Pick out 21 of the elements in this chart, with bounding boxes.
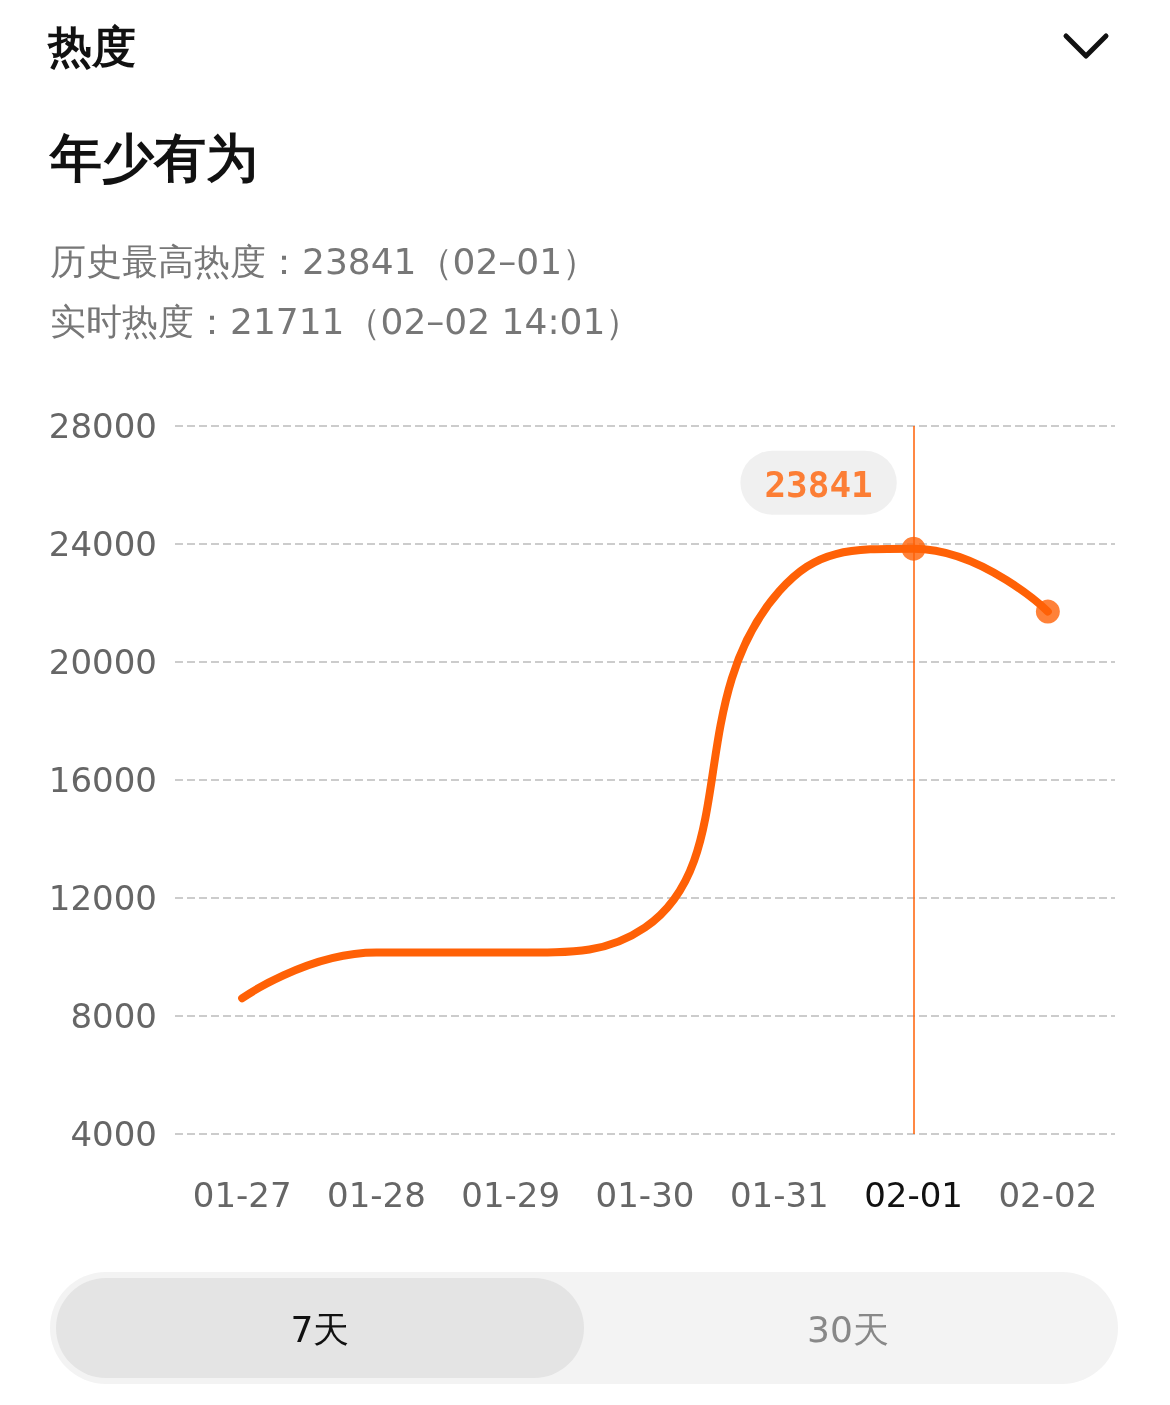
x-tick-label: 01-28 xyxy=(327,1175,426,1215)
x-tick-label: 01-29 xyxy=(461,1175,561,1215)
x-tick-label: 02-01 xyxy=(864,1175,963,1215)
text: 热度 xyxy=(48,20,136,74)
text: 历史最高热度：23841（02–01） xyxy=(50,240,599,284)
x-tick-label: 01-31 xyxy=(729,1175,829,1215)
y-tick-label: 20000 xyxy=(48,642,157,682)
y-tick-label: 8000 xyxy=(70,996,157,1036)
text: 7天 xyxy=(289,1308,351,1352)
chart-title: 年少有为 xyxy=(50,127,258,190)
x-tick-label: 02-02 xyxy=(998,1175,1098,1215)
y-tick-label: 4000 xyxy=(70,1114,157,1154)
x-tick-label: 01-30 xyxy=(595,1175,695,1215)
x-tick-label: 01-27 xyxy=(192,1175,292,1215)
y-tick-label: 12000 xyxy=(48,878,157,918)
text: 30天 xyxy=(806,1308,890,1352)
y-tick-label: 16000 xyxy=(48,760,157,800)
y-tick-label: 24000 xyxy=(48,524,157,564)
text: 实时热度：21711（02–02 14:01） xyxy=(50,300,642,344)
data-label: 23841 xyxy=(764,464,873,506)
y-tick-label: 28000 xyxy=(48,406,157,446)
